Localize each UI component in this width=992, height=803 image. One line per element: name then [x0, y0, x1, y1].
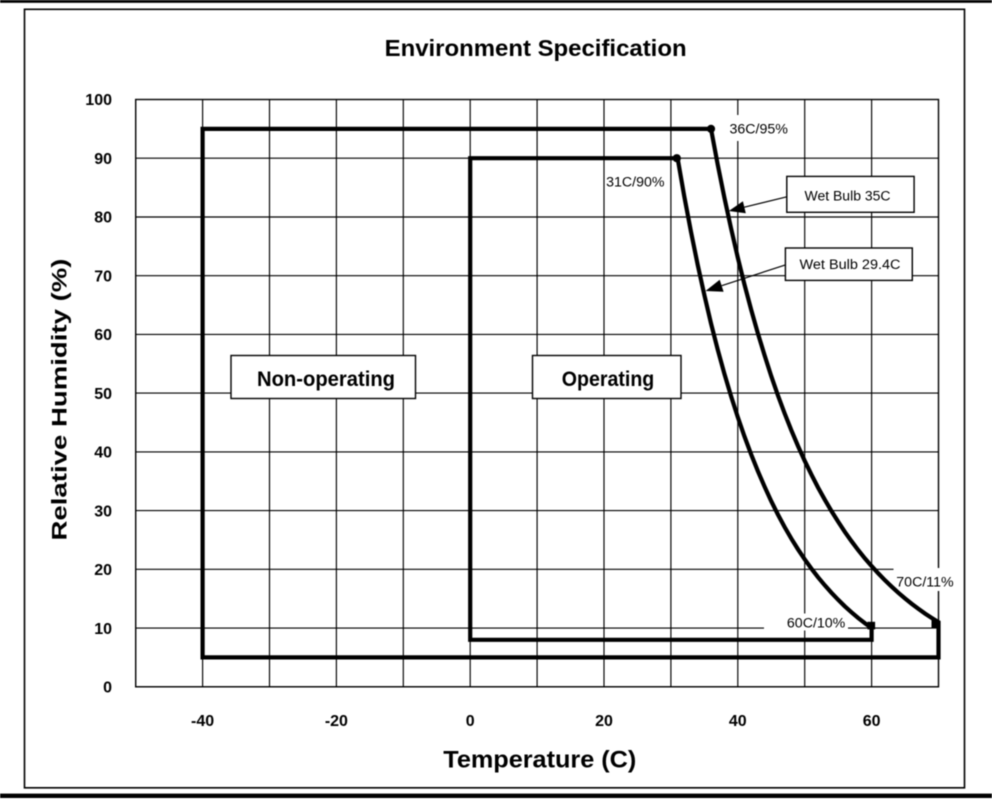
- svg-text:36C/95%: 36C/95%: [730, 122, 789, 138]
- svg-text:30: 30: [94, 503, 112, 520]
- svg-text:100: 100: [85, 92, 112, 109]
- svg-text:10: 10: [94, 621, 112, 638]
- svg-text:Wet Bulb 29.4C: Wet Bulb 29.4C: [800, 257, 901, 273]
- svg-text:50: 50: [94, 386, 112, 403]
- svg-text:20: 20: [94, 562, 112, 579]
- svg-text:40: 40: [729, 713, 747, 730]
- svg-text:31C/90%: 31C/90%: [606, 174, 665, 190]
- svg-text:80: 80: [94, 210, 112, 227]
- svg-text:60: 60: [863, 713, 881, 730]
- svg-text:-20: -20: [325, 713, 348, 730]
- svg-text:60: 60: [94, 327, 112, 344]
- svg-text:90: 90: [94, 151, 112, 168]
- svg-text:40: 40: [94, 445, 112, 462]
- svg-text:20: 20: [595, 713, 613, 730]
- svg-text:60C/10%: 60C/10%: [787, 615, 846, 631]
- svg-text:Environment Specification: Environment Specification: [385, 35, 687, 61]
- svg-text:0: 0: [103, 680, 112, 697]
- svg-text:Non-operating: Non-operating: [257, 368, 395, 391]
- svg-text:0: 0: [466, 713, 475, 730]
- svg-text:Operating: Operating: [562, 368, 655, 391]
- svg-text:Relative Humidity (%): Relative Humidity (%): [48, 259, 72, 541]
- svg-text:Temperature (C): Temperature (C): [443, 746, 636, 773]
- svg-text:70C/11%: 70C/11%: [896, 575, 954, 591]
- svg-text:Wet Bulb 35C: Wet Bulb 35C: [805, 188, 891, 204]
- svg-text:70: 70: [94, 268, 112, 285]
- svg-text:-40: -40: [191, 713, 214, 730]
